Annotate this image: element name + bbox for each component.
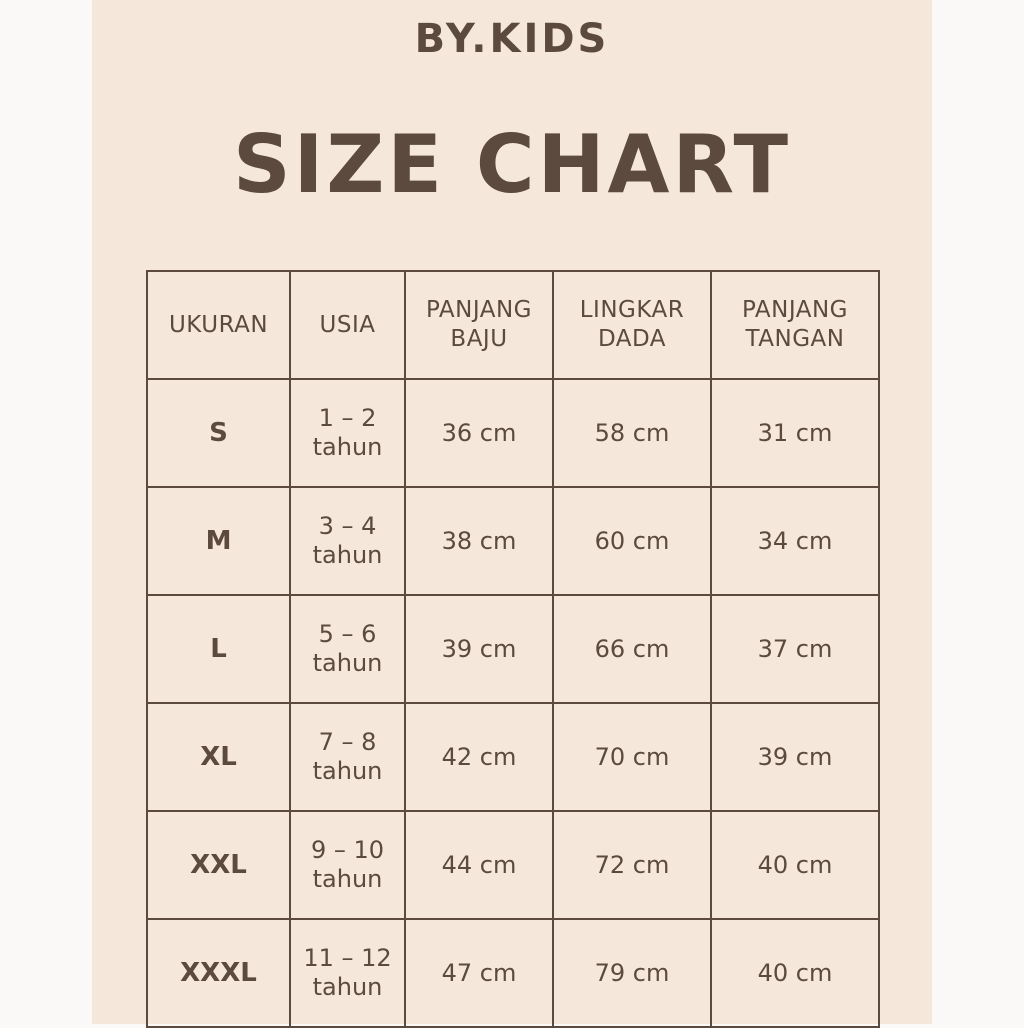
- cell-body-length: 36 cm: [404, 378, 554, 488]
- cell-sleeve: 40 cm: [710, 918, 880, 1028]
- cell-text: 7 – 8: [318, 728, 377, 756]
- cell-age: 1 – 2 tahun: [289, 378, 406, 488]
- table-row: XXL 9 – 10 tahun 44 cm 72 cm 40 cm: [146, 810, 880, 920]
- column-header-label: PANJANG: [742, 297, 848, 323]
- cell-text: tahun: [312, 973, 383, 1001]
- cell-size: S: [146, 378, 291, 488]
- table-row: XXXL 11 – 12 tahun 47 cm 79 cm 40 cm: [146, 918, 880, 1028]
- column-header-label: BAJU: [450, 326, 508, 352]
- size-chart-panel: BY.KIDS SIZE CHART UKURAN USIA PANJANG BAJU…: [92, 0, 932, 1028]
- cell-sleeve: 34 cm: [710, 486, 880, 596]
- cell-sleeve: 31 cm: [710, 378, 880, 488]
- cell-text: tahun: [312, 649, 383, 677]
- cell-size: XXXL: [146, 918, 291, 1028]
- cell-text: 38 cm: [441, 526, 517, 555]
- cell-text: 40 cm: [757, 958, 833, 987]
- cell-chest: 70 cm: [552, 702, 712, 812]
- column-header: LINGKAR DADA: [552, 270, 712, 380]
- cell-age: 9 – 10 tahun: [289, 810, 406, 920]
- cell-chest: 66 cm: [552, 594, 712, 704]
- brand-logo: BY.KIDS: [414, 16, 610, 62]
- column-header: UKURAN: [146, 270, 291, 380]
- cell-text: 42 cm: [441, 742, 517, 771]
- column-header-label: DADA: [597, 326, 667, 352]
- cell-text: 5 – 6: [318, 620, 377, 648]
- page-title: SIZE CHART: [232, 118, 792, 211]
- cell-text: 58 cm: [594, 418, 670, 447]
- cell-text: tahun: [312, 433, 383, 461]
- cell-text: tahun: [312, 865, 383, 893]
- column-header: USIA: [289, 270, 406, 380]
- table-row: M 3 – 4 tahun 38 cm 60 cm 34 cm: [146, 486, 880, 596]
- table-row: L 5 – 6 tahun 39 cm 66 cm 37 cm: [146, 594, 880, 704]
- cell-age: 3 – 4 tahun: [289, 486, 406, 596]
- cell-size: M: [146, 486, 291, 596]
- cell-text: 3 – 4: [318, 512, 377, 540]
- column-header-label: UKURAN: [168, 311, 269, 338]
- cell-text: 70 cm: [594, 742, 670, 771]
- cell-sleeve: 37 cm: [710, 594, 880, 704]
- cell-size: L: [146, 594, 291, 704]
- cell-text: tahun: [312, 757, 383, 785]
- cell-text: 47 cm: [441, 958, 517, 987]
- cell-body-length: 39 cm: [404, 594, 554, 704]
- cell-text: 34 cm: [757, 526, 833, 555]
- cell-text: S: [209, 417, 228, 448]
- table-row: XL 7 – 8 tahun 42 cm 70 cm 39 cm: [146, 702, 880, 812]
- cell-age: 7 – 8 tahun: [289, 702, 406, 812]
- cell-chest: 60 cm: [552, 486, 712, 596]
- cell-text: XL: [200, 741, 237, 772]
- cell-body-length: 42 cm: [404, 702, 554, 812]
- cell-text: 44 cm: [441, 850, 517, 879]
- cell-size: XXL: [146, 810, 291, 920]
- cell-text: 72 cm: [594, 850, 670, 879]
- cell-sleeve: 40 cm: [710, 810, 880, 920]
- column-header-label: TANGAN: [745, 326, 845, 352]
- table-header-row: UKURAN USIA PANJANG BAJU LINGKAR DADA PANJANG T…: [146, 270, 880, 380]
- column-header-label: LINGKAR: [579, 297, 685, 323]
- cell-text: 39 cm: [441, 634, 517, 663]
- cell-text: 66 cm: [594, 634, 670, 663]
- cell-text: 39 cm: [757, 742, 833, 771]
- cell-chest: 79 cm: [552, 918, 712, 1028]
- cell-text: 37 cm: [757, 634, 833, 663]
- column-header-label: PANJANG: [426, 297, 532, 323]
- cell-text: 79 cm: [594, 958, 670, 987]
- column-header: PANJANG TANGAN: [710, 270, 880, 380]
- column-header-label: USIA: [319, 311, 376, 338]
- table-row: S 1 – 2 tahun 36 cm 58 cm 31 cm: [146, 378, 880, 488]
- cell-text: M: [205, 525, 232, 556]
- cell-text: 1 – 2: [318, 404, 377, 432]
- cell-body-length: 44 cm: [404, 810, 554, 920]
- cell-text: 40 cm: [757, 850, 833, 879]
- cell-text: XXL: [190, 849, 247, 880]
- cell-sleeve: 39 cm: [710, 702, 880, 812]
- cell-text: 60 cm: [594, 526, 670, 555]
- cell-size: XL: [146, 702, 291, 812]
- cell-text: L: [210, 633, 227, 664]
- cell-text: 11 – 12: [303, 944, 392, 972]
- column-header: PANJANG BAJU: [404, 270, 554, 380]
- size-table: UKURAN USIA PANJANG BAJU LINGKAR DADA PANJANG T…: [146, 270, 880, 1028]
- cell-age: 11 – 12 tahun: [289, 918, 406, 1028]
- cell-body-length: 47 cm: [404, 918, 554, 1028]
- cell-text: 31 cm: [757, 418, 833, 447]
- cell-chest: 72 cm: [552, 810, 712, 920]
- cell-text: 9 – 10: [310, 836, 385, 864]
- cell-text: tahun: [312, 541, 383, 569]
- cell-body-length: 38 cm: [404, 486, 554, 596]
- cell-text: XXXL: [180, 957, 257, 988]
- cell-age: 5 – 6 tahun: [289, 594, 406, 704]
- cell-chest: 58 cm: [552, 378, 712, 488]
- cell-text: 36 cm: [441, 418, 517, 447]
